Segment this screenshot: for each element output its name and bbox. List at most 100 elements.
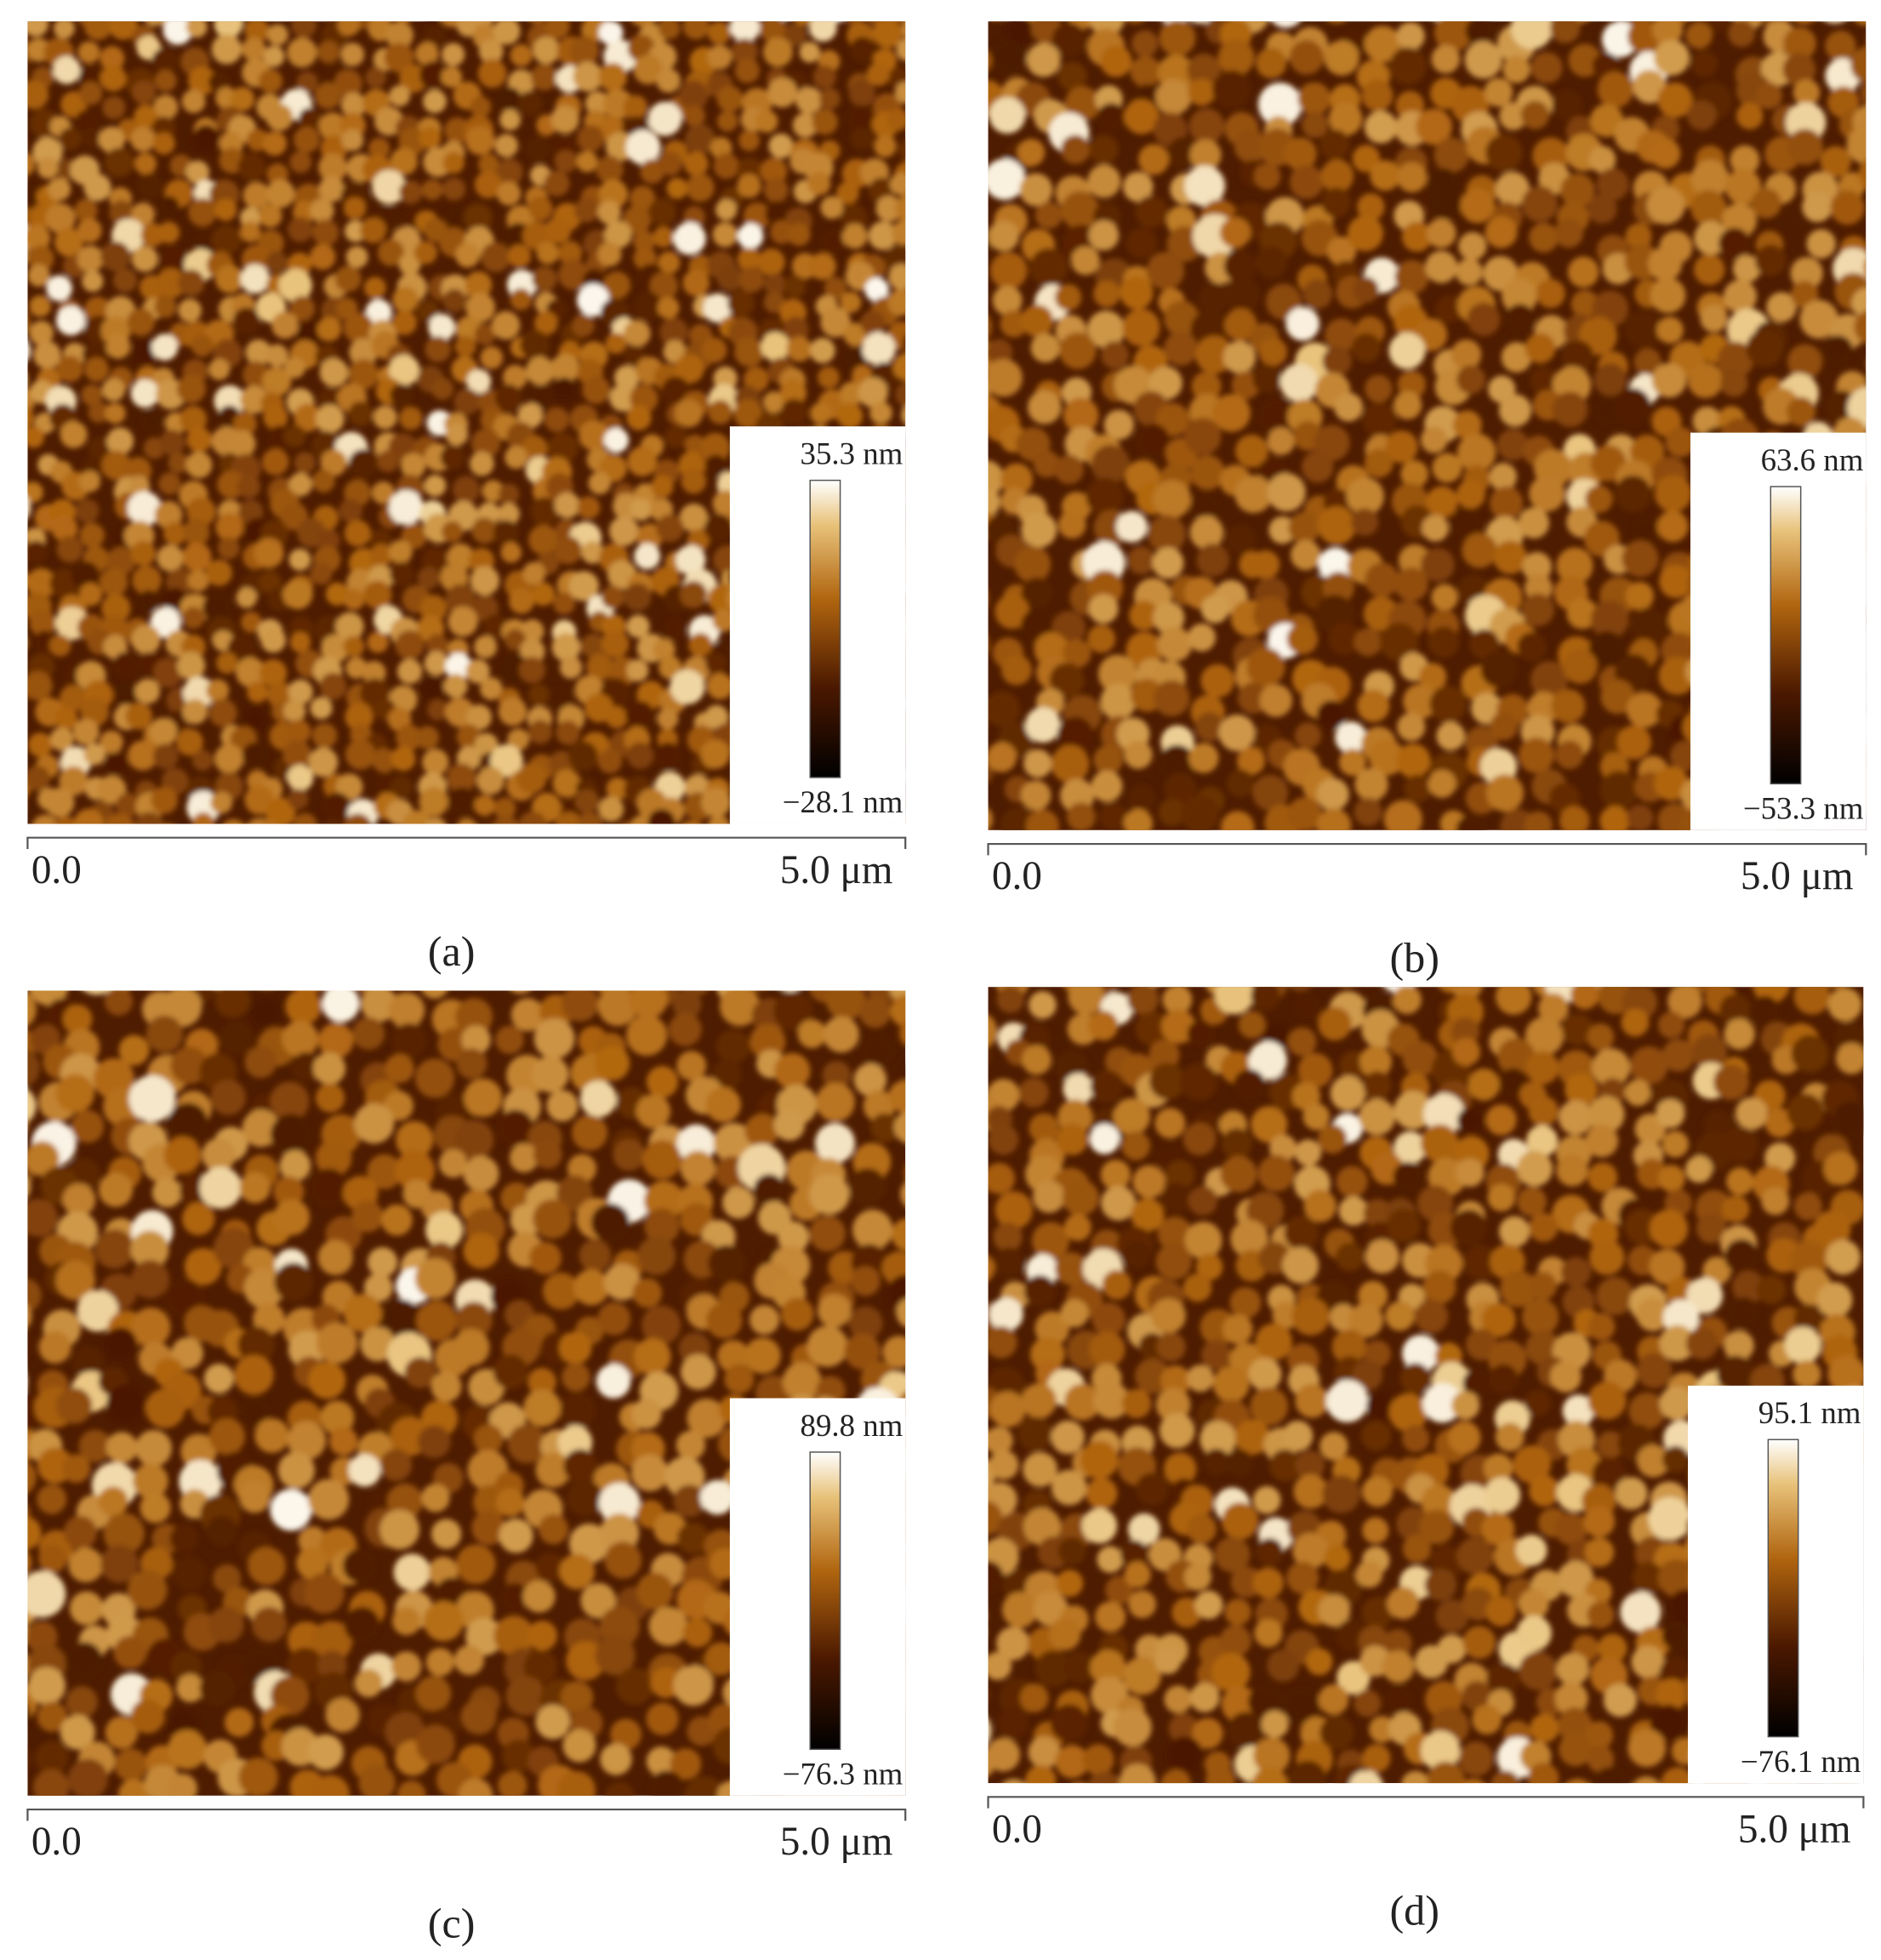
grain xyxy=(1846,125,1867,164)
grain xyxy=(188,21,202,24)
grain xyxy=(466,368,492,394)
grain xyxy=(263,404,288,430)
grain xyxy=(1556,1154,1588,1187)
grain xyxy=(1088,219,1120,251)
grain xyxy=(388,539,413,564)
colorbar-max: 89.8 nm xyxy=(801,1408,903,1443)
grain xyxy=(989,1391,1026,1427)
grain xyxy=(49,726,74,751)
grain xyxy=(38,1544,67,1573)
grain xyxy=(888,264,906,291)
grain xyxy=(313,0,342,20)
grain xyxy=(1285,306,1320,341)
grain xyxy=(957,770,988,801)
grain xyxy=(673,222,706,255)
grain xyxy=(1092,1302,1126,1336)
grain xyxy=(1289,987,1312,992)
afm-image xyxy=(949,987,1864,1784)
grain xyxy=(988,1088,992,1107)
grain xyxy=(495,1025,524,1055)
grain xyxy=(345,246,368,269)
grain xyxy=(361,990,397,1023)
grain xyxy=(845,21,862,25)
grain xyxy=(152,657,184,688)
grain xyxy=(1212,1365,1250,1403)
grain xyxy=(1529,1475,1560,1507)
grain xyxy=(1026,43,1061,77)
grain xyxy=(465,658,490,684)
grain xyxy=(1252,1567,1284,1598)
grain xyxy=(242,742,268,768)
grain xyxy=(133,1463,168,1499)
grain xyxy=(1061,191,1099,230)
grain xyxy=(425,336,452,362)
grain xyxy=(656,68,681,93)
grain xyxy=(1123,808,1153,830)
grain xyxy=(685,1776,725,1796)
grain xyxy=(1568,21,1587,25)
grain xyxy=(1872,574,1881,601)
grain xyxy=(1648,247,1683,282)
colorbar-min: −53.3 nm xyxy=(1743,791,1864,826)
grain xyxy=(550,105,579,134)
grain xyxy=(1028,1735,1061,1769)
grain xyxy=(561,1362,590,1392)
grain xyxy=(422,547,447,573)
grain xyxy=(399,180,423,204)
grain xyxy=(760,157,788,185)
grain xyxy=(649,271,679,300)
grain xyxy=(682,1617,713,1648)
grain xyxy=(493,520,519,545)
grain xyxy=(1485,1596,1516,1627)
grain xyxy=(719,990,761,1027)
grain xyxy=(208,698,237,727)
grain xyxy=(1732,254,1761,283)
grain xyxy=(812,65,837,89)
grain xyxy=(568,1524,609,1564)
grain xyxy=(1168,1713,1199,1744)
grain xyxy=(396,658,423,684)
grain xyxy=(304,1573,345,1614)
grain xyxy=(442,177,466,201)
grain xyxy=(1159,1412,1195,1449)
grain xyxy=(27,376,28,384)
grain xyxy=(1588,630,1625,667)
grain xyxy=(792,112,818,138)
grain xyxy=(527,1621,558,1651)
grain xyxy=(27,766,50,791)
grain xyxy=(527,684,550,706)
grain xyxy=(1591,1767,1630,1784)
grain xyxy=(310,198,334,223)
grain xyxy=(1166,1159,1195,1190)
grain xyxy=(151,786,179,814)
afm-panel: 63.6 nm−53.3 nm0.0 5.0 μm(b) xyxy=(952,0,1881,981)
grain xyxy=(1649,1249,1685,1285)
grain xyxy=(755,110,778,133)
grain xyxy=(105,1716,139,1749)
grain xyxy=(1827,1354,1864,1393)
grain xyxy=(100,1545,139,1583)
grain xyxy=(704,1642,738,1676)
grain xyxy=(420,676,444,700)
grain xyxy=(414,42,439,66)
grain xyxy=(1181,795,1219,830)
grain xyxy=(848,1306,883,1341)
grain xyxy=(995,21,1001,22)
grain xyxy=(400,453,426,479)
grain xyxy=(658,21,681,40)
grain xyxy=(1164,772,1197,806)
grain xyxy=(1713,1064,1749,1101)
scale-bar xyxy=(987,1796,1865,1809)
grain xyxy=(706,673,733,700)
grain xyxy=(400,21,408,22)
grain xyxy=(444,117,470,144)
grain xyxy=(1293,0,1328,17)
grain xyxy=(288,789,309,810)
grain xyxy=(656,514,684,543)
grain xyxy=(1370,160,1401,191)
grain xyxy=(404,1357,436,1388)
grain xyxy=(335,612,364,641)
grain xyxy=(952,291,982,321)
grain xyxy=(344,813,372,824)
grain xyxy=(949,1485,982,1518)
